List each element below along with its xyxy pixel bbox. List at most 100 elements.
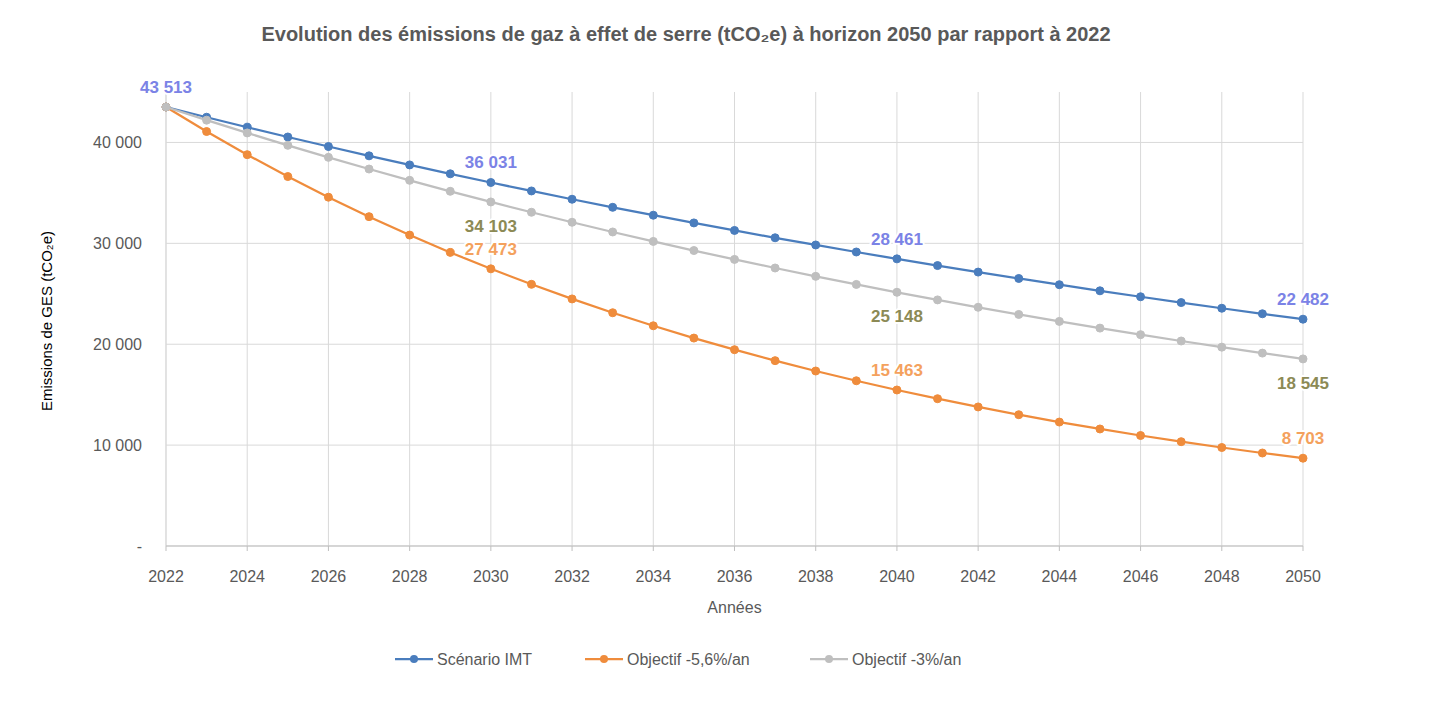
series-marker [690, 219, 698, 227]
x-tick [166, 546, 167, 551]
series-marker [690, 334, 698, 342]
series-marker [852, 280, 860, 288]
x-tick [1303, 546, 1304, 551]
series-marker [1137, 331, 1145, 339]
series-marker [690, 247, 698, 255]
x-grid-line [572, 92, 573, 546]
title: Evolution des émissions de gaz à effet d… [261, 23, 1110, 45]
series-marker [324, 193, 332, 201]
series-marker [162, 103, 170, 111]
x-tick-label: 2050 [1285, 568, 1321, 585]
y-tick-label: 40 000 [93, 134, 142, 151]
series-line [166, 107, 1303, 319]
series-marker [243, 129, 251, 137]
series-marker [1096, 324, 1104, 332]
legend-marker [410, 655, 418, 663]
series-marker [1137, 432, 1145, 440]
series-marker [527, 280, 535, 288]
x-tick-label: 2048 [1204, 568, 1240, 585]
series-marker [1015, 310, 1023, 318]
series-marker [934, 296, 942, 304]
series-marker [1177, 337, 1185, 345]
x-grid-line [1221, 92, 1222, 546]
x-grid-line [653, 92, 654, 546]
series-marker [365, 213, 373, 221]
x-tick [896, 546, 897, 551]
series-marker [731, 226, 739, 234]
series-marker [1055, 418, 1063, 426]
x-grid-line [166, 92, 167, 546]
series-marker [852, 377, 860, 385]
y-tick-label: 10 000 [93, 437, 142, 454]
series-marker [1258, 349, 1266, 357]
series-marker [527, 187, 535, 195]
series-line [166, 107, 1303, 359]
series-marker [1258, 310, 1266, 318]
x-tick-label: 2022 [148, 568, 184, 585]
x-tick-label: 2046 [1123, 568, 1159, 585]
series-marker [1218, 444, 1226, 452]
x-tick [1140, 546, 1141, 551]
series-marker [1137, 293, 1145, 301]
series-marker [284, 133, 292, 141]
series-marker [487, 265, 495, 273]
series-marker [1299, 454, 1307, 462]
data-label: 27 473 [465, 240, 517, 259]
data-label: 28 461 [871, 230, 923, 249]
series-marker [1177, 438, 1185, 446]
series-marker [568, 195, 576, 203]
x-tick [409, 546, 410, 551]
data-label: 8 703 [1282, 429, 1325, 448]
series-marker [609, 228, 617, 236]
x-grid-line [409, 92, 410, 546]
series-marker [974, 268, 982, 276]
series-marker [934, 395, 942, 403]
series-marker [1258, 449, 1266, 457]
x-grid-line [815, 92, 816, 546]
series-marker [609, 203, 617, 211]
x-grid-line [247, 92, 248, 546]
series-marker [1299, 355, 1307, 363]
data-label: 34 103 [465, 217, 517, 236]
x-tick-label: 2044 [1042, 568, 1078, 585]
series-marker [893, 255, 901, 263]
series-marker [527, 208, 535, 216]
series-marker [1015, 411, 1023, 419]
series-marker [324, 143, 332, 151]
x-tick [815, 546, 816, 551]
series-marker [1096, 287, 1104, 295]
x-tick-label: 2026 [311, 568, 347, 585]
x-tick-label: 2042 [960, 568, 996, 585]
series-marker [1299, 315, 1307, 323]
series-marker [649, 237, 657, 245]
series-marker [974, 403, 982, 411]
x-tick-label: 2032 [554, 568, 590, 585]
x-tick [490, 546, 491, 551]
series-marker [812, 272, 820, 280]
x-tick [328, 546, 329, 551]
series-marker [649, 322, 657, 330]
x-tick-label: 2028 [392, 568, 428, 585]
legend-marker [600, 655, 608, 663]
data-label: 25 148 [871, 307, 923, 326]
series-marker [1015, 274, 1023, 282]
y-tick-label: 30 000 [93, 235, 142, 252]
series-marker [893, 288, 901, 296]
legend-marker [825, 655, 833, 663]
series-marker [406, 176, 414, 184]
series-marker [365, 152, 373, 160]
series-marker [284, 141, 292, 149]
series-marker [1055, 281, 1063, 289]
legend-label: Scénario IMT [437, 651, 532, 668]
series-marker [1218, 304, 1226, 312]
series-marker [284, 173, 292, 181]
series-marker [974, 303, 982, 311]
x-grid-line [734, 92, 735, 546]
series-marker [812, 367, 820, 375]
legend-label: Objectif -3%/an [852, 651, 961, 668]
series-marker [324, 153, 332, 161]
x-tick [572, 546, 573, 551]
series-marker [893, 386, 901, 394]
grid [166, 92, 1303, 546]
series-marker [731, 255, 739, 263]
